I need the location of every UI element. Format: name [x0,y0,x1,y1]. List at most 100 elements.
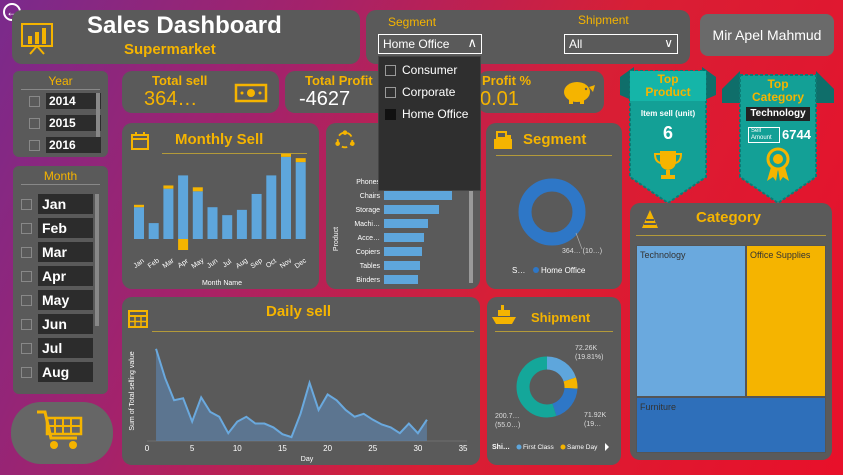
kpi-value: -4627 [299,88,351,110]
category-title: Category [696,209,762,226]
kpi-label: Total sell [152,73,208,88]
month-tick-label: May [191,257,206,271]
x-tick-label: 20 [323,444,332,453]
top-category-title: Top Category [751,77,804,104]
treemap-office-supplies[interactable]: Office Supplies [746,245,826,397]
month-bar [295,162,306,239]
checkbox[interactable] [385,86,396,98]
year-item[interactable]: 2016 [29,137,101,153]
product-tick-label: Copiers [356,249,381,256]
category-panel: Category Technology Office Supplies Furn… [630,203,832,460]
monthly-sell-title: Monthly Sell [175,131,264,148]
segment-cycle-icon [335,130,355,149]
product-bar [384,219,428,228]
month-item[interactable]: Jul [21,338,93,358]
checkbox[interactable] [21,222,32,234]
checkbox[interactable] [21,198,32,210]
segment-option-corporate[interactable]: Corporate [379,81,480,103]
ship-icon [492,305,516,324]
checkbox[interactable] [29,139,40,151]
piggy-bank-icon [564,82,595,104]
checkbox[interactable] [385,64,396,76]
checkbox[interactable] [21,318,32,330]
segment-title: Segment [523,131,587,148]
month-bar-negative [178,239,189,250]
data-label: (55.0…) [495,422,520,429]
x-tick-label: 25 [368,444,377,453]
year-scrollbar[interactable] [96,93,100,137]
data-label: (19.81%) [575,354,603,361]
treemap-technology[interactable]: Technology [636,245,746,397]
month-item[interactable]: Apr [21,266,93,286]
daily-sell-panel: Daily sell 0 5 10 15 20 25 30 35 Day Sum of Total… [122,297,480,465]
month-item[interactable]: Jun [21,314,93,334]
product-tick-label: Binders [356,277,380,284]
checkbox[interactable] [21,246,32,258]
segment-slice [518,178,586,246]
top-category-badge: Top Category Technology Sell Amount 6744 [722,67,834,205]
chevron-up-icon: ∧ [467,35,477,50]
product-tick-label: Chairs [360,193,381,200]
award-ribbon-icon [766,147,790,181]
x-axis-label: Day [301,456,314,463]
daily-line [155,348,428,439]
month-bar-extra [281,153,291,157]
shipment-slice [516,356,578,418]
segment-option-consumer[interactable]: Consumer [379,59,480,81]
cart-card [11,402,113,464]
legend-next-icon[interactable] [605,443,609,451]
top-product-value: 6 [662,123,673,143]
treemap-furniture[interactable]: Furniture [636,397,826,453]
shipment-dropdown[interactable]: All ∨ [564,34,678,54]
user-name-card: Mir Apel Mahmud [700,14,834,56]
title-underline [162,153,307,154]
x-tick-label: 35 [459,444,468,453]
y-axis-label: Sum of Total selling value [129,351,136,430]
product-scrollbar[interactable] [469,183,473,283]
month-bar-extra [163,185,174,189]
checkbox[interactable] [29,95,40,107]
month-item[interactable]: Feb [21,218,93,238]
month-bar [134,207,144,239]
month-bar-extra [192,187,203,192]
title-underline [636,235,826,236]
legend-title: Shi… [492,444,510,451]
checkbox[interactable] [21,366,32,378]
checkbox[interactable] [21,294,32,306]
page-subtitle: Supermarket [124,41,216,58]
month-bar-extra [295,158,306,163]
product-bar [384,275,418,284]
segment-dropdown-value: Home Office [383,37,450,51]
segment-option-home-office[interactable]: Home Office [379,103,480,125]
year-item[interactable]: 2015 [29,115,101,131]
checkbox[interactable] [385,108,396,120]
month-item[interactable]: May [21,290,93,310]
leader-line [575,232,583,250]
product-bar [384,247,422,256]
month-bar [207,207,218,239]
month-item[interactable]: Jan [21,194,93,214]
data-label: 364… (10…) [562,248,602,255]
month-item[interactable]: Mar [21,242,93,262]
month-tick-label: Dec [294,257,309,270]
checkbox[interactable] [29,117,40,129]
year-item[interactable]: 2014 [29,93,101,109]
month-scrollbar[interactable] [95,194,99,326]
segment-dropdown[interactable]: Home Office ∧ [378,34,482,54]
product-tick-label: Machi… [354,221,380,228]
month-tick-label: Feb [147,257,161,270]
kpi-profit-pct: Profit % 0.01 [478,71,604,113]
month-tick-label: Aug [235,257,249,270]
user-name: Mir Apel Mahmud [712,27,822,43]
month-item[interactable]: Aug [21,362,93,382]
checkbox[interactable] [21,342,32,354]
top-product-title: Top Product [645,72,691,99]
product-bar [384,233,424,242]
product-tick-label: Storage [355,207,380,214]
data-label: (19… [584,421,601,428]
data-label: 200.7… [495,413,520,420]
checkbox[interactable] [21,270,32,282]
product-bar [384,191,452,200]
month-tick-label: Sep [250,257,264,270]
month-slicer-title: Month [21,166,100,185]
